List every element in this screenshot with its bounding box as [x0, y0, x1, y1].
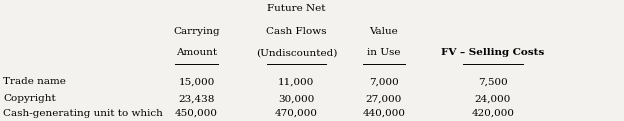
Text: 470,000: 470,000 [275, 109, 318, 118]
Text: Amount: Amount [176, 48, 217, 57]
Text: Cash Flows: Cash Flows [266, 27, 326, 36]
Text: 420,000: 420,000 [472, 109, 514, 118]
Text: 7,000: 7,000 [369, 77, 399, 86]
Text: 24,000: 24,000 [475, 94, 511, 103]
Text: 440,000: 440,000 [363, 109, 405, 118]
Text: Trade name: Trade name [3, 77, 66, 86]
Text: Copyright: Copyright [3, 94, 56, 103]
Text: (Undiscounted): (Undiscounted) [256, 48, 337, 57]
Text: 27,000: 27,000 [366, 94, 402, 103]
Text: FV – Selling Costs: FV – Selling Costs [441, 48, 545, 57]
Text: 7,500: 7,500 [478, 77, 508, 86]
Text: 450,000: 450,000 [175, 109, 218, 118]
Text: 11,000: 11,000 [278, 77, 314, 86]
Text: Cash-generating unit to which: Cash-generating unit to which [3, 109, 163, 118]
Text: Value: Value [369, 27, 398, 36]
Text: Future Net: Future Net [267, 4, 326, 13]
Text: 15,000: 15,000 [178, 77, 215, 86]
Text: in Use: in Use [367, 48, 401, 57]
Text: 23,438: 23,438 [178, 94, 215, 103]
Text: Carrying: Carrying [173, 27, 220, 36]
Text: 30,000: 30,000 [278, 94, 314, 103]
